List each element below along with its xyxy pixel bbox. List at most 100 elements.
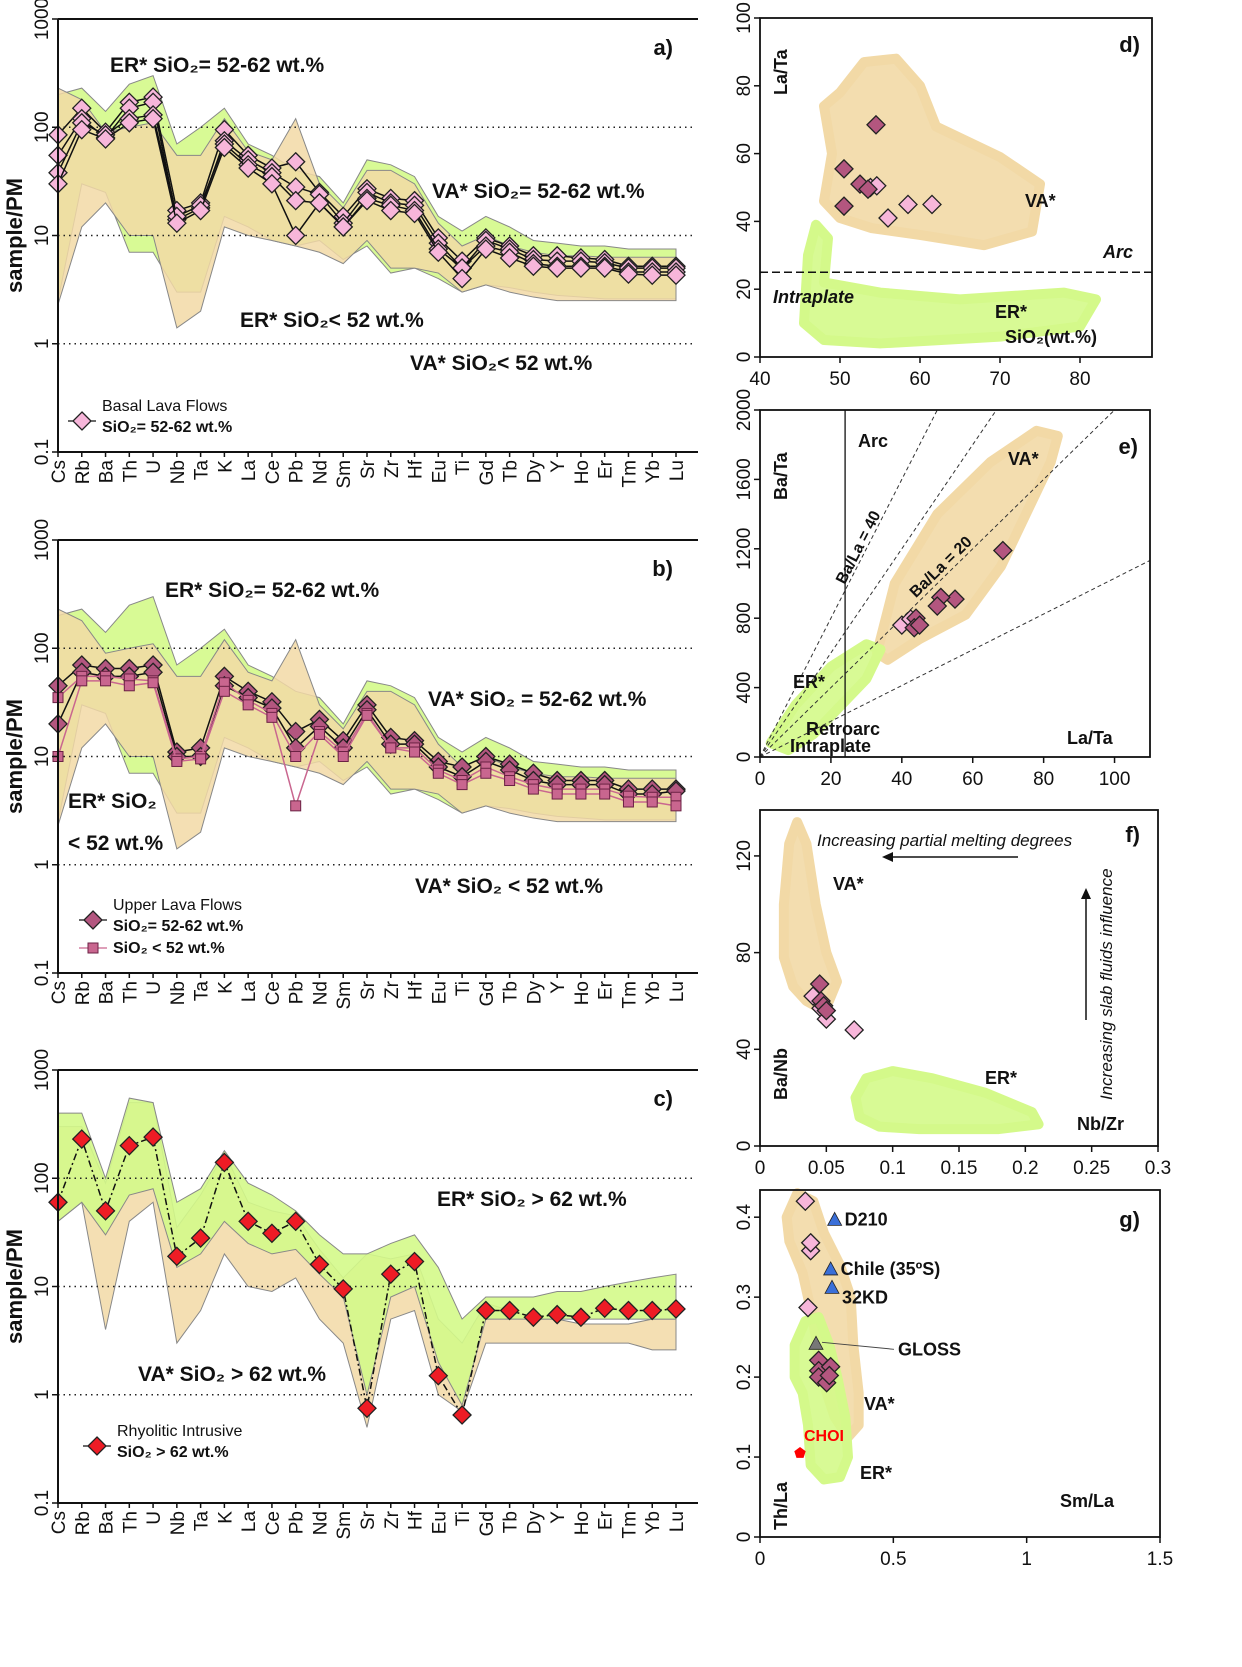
x-tick-label: Er: [596, 1510, 617, 1530]
x-tick-label: 0.05: [808, 1158, 845, 1179]
y-tick-label: 0.1: [32, 1490, 53, 1516]
data-point: [834, 196, 854, 217]
y-tick-label: 1: [32, 1389, 53, 1400]
y-axis-label: sample/PM: [2, 699, 27, 814]
x-tick-label: La: [239, 981, 260, 1003]
data-point: [858, 179, 878, 200]
data-point: [618, 1300, 639, 1321]
x-tick-label: Ce: [263, 460, 284, 484]
data-point: [76, 675, 88, 687]
data-point: [475, 1300, 496, 1321]
legend-label: SiO₂ < 52 wt.%: [113, 940, 225, 957]
legend-title: Basal Lava Flows: [102, 398, 227, 415]
x-tick-label: Dy: [524, 981, 545, 1005]
y-tick-label: 10: [32, 746, 53, 767]
ba-la-ratio-line: [759, 559, 1151, 758]
reference-label: GLOSS: [898, 1339, 961, 1359]
scatter-panel-e: [754, 409, 1151, 763]
y-tick-label: 40: [734, 211, 755, 232]
x-tick-label: Yb: [643, 981, 664, 1004]
data-point: [452, 1405, 472, 1425]
y-tick-label: 1: [32, 338, 53, 349]
x-tick-label: Tm: [619, 981, 640, 1008]
data-point: [523, 256, 544, 277]
x-tick-label: Tm: [619, 1511, 640, 1538]
field-annotation: ER* SiO₂= 52-62 wt.%: [165, 579, 379, 602]
data-point: [670, 800, 682, 812]
y-axis-label: Ba/Nb: [771, 1048, 791, 1100]
data-point: [571, 1307, 591, 1328]
data-point: [190, 200, 211, 221]
data-point: [290, 800, 302, 812]
x-tick-label: 0: [755, 1158, 766, 1179]
y-tick-label: 10: [32, 225, 53, 246]
x-tick-label: Th: [120, 460, 141, 482]
x-tick-label: Nb: [168, 1511, 189, 1535]
data-point: [333, 217, 354, 237]
data-point: [238, 158, 259, 178]
data-point: [143, 1127, 163, 1148]
x-tick-label: Eu: [429, 1511, 450, 1534]
series: [795, 1191, 821, 1318]
data-point: [380, 200, 401, 221]
y-tick-label: 1: [32, 859, 53, 870]
panel-label: a): [653, 35, 673, 60]
data-point: [357, 190, 377, 211]
series: [808, 1350, 841, 1393]
x-tick-label: U: [144, 981, 165, 995]
x-tick-label: Sr: [358, 459, 379, 479]
reference-label: Chile (35ºS): [841, 1259, 941, 1279]
legend-title: Rhyolitic Intrusive: [117, 1423, 242, 1440]
arrow-up-head: [1081, 888, 1091, 899]
data-point: [238, 1211, 259, 1232]
annotation: Arc: [858, 431, 888, 451]
data-point: [475, 239, 496, 259]
panel-label: c): [653, 1086, 673, 1111]
data-point: [834, 158, 854, 179]
data-point: [816, 1000, 837, 1021]
x-tick-label: Th: [120, 1511, 141, 1533]
ratio-line-label: Ba/La = 40: [833, 508, 884, 587]
axes-frame: [759, 409, 1151, 758]
data-point: [646, 796, 658, 808]
x-tick-label: Cs: [49, 460, 70, 483]
x-tick-label: Lu: [667, 981, 688, 1002]
x-tick-label: Ho: [572, 460, 593, 484]
data-point: [190, 1228, 211, 1249]
field-annotation: ER* SiO₂: [68, 790, 157, 813]
x-tick-label: 0.1: [879, 1158, 905, 1179]
x-tick-label: Sr: [358, 980, 379, 1000]
x-tick-label: 1.5: [1147, 1549, 1173, 1570]
data-point: [795, 1191, 816, 1212]
data-point: [214, 1152, 235, 1173]
data-point: [599, 788, 611, 800]
y-axis-label: La/Ta: [771, 48, 791, 95]
x-tick-label: Yb: [643, 1511, 664, 1534]
data-point: [452, 268, 472, 289]
reference-label: 32KD: [842, 1287, 888, 1307]
data-point: [504, 775, 516, 787]
x-tick-label: Ta: [192, 1511, 213, 1532]
legend-label: SiO₂ > 62 wt.%: [117, 1444, 229, 1461]
y-tick-label: 0.1: [734, 1444, 755, 1470]
field-annotation: ER* SiO₂ > 62 wt.%: [437, 1188, 627, 1211]
x-axis-label: SiO₂(wt.%): [1005, 327, 1097, 347]
series: [48, 1127, 686, 1425]
x-tick-label: Ce: [263, 981, 284, 1005]
y-tick-label: 0.3: [734, 1284, 755, 1310]
x-tick-label: K: [215, 460, 236, 473]
y-tick-label: 0: [734, 752, 755, 763]
data-point: [798, 1297, 818, 1318]
y-tick-label: 80: [734, 942, 755, 963]
x-axis-label: La/Ta: [1067, 728, 1114, 748]
x-tick-label: Pb: [287, 981, 308, 1004]
x-tick-label: Ta: [192, 460, 213, 481]
data-point: [309, 1254, 330, 1275]
data-point: [909, 615, 930, 636]
reference-triangle: [824, 1279, 840, 1294]
field-annotation: < 52 wt.%: [68, 832, 163, 855]
y-tick-label: 0: [734, 1532, 755, 1543]
data-point: [527, 783, 539, 795]
x-tick-label: 40: [891, 769, 912, 790]
data-point: [432, 767, 444, 779]
